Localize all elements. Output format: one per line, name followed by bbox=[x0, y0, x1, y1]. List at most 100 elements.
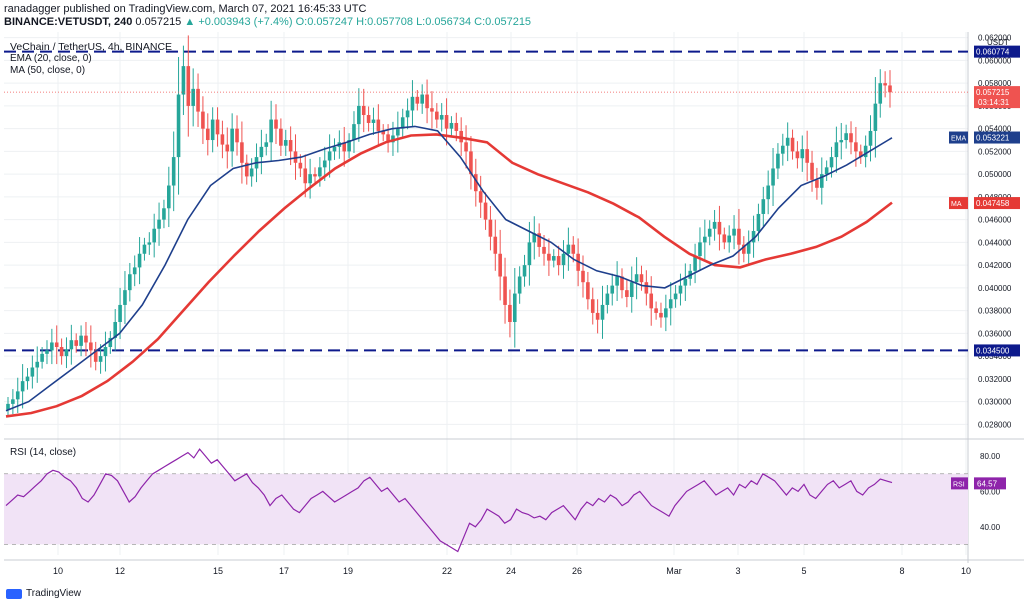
candle-body bbox=[717, 221, 722, 235]
candle-body bbox=[318, 167, 322, 177]
x-tick-label: 10 bbox=[53, 566, 63, 576]
candle-body bbox=[844, 133, 848, 141]
candle-body bbox=[327, 151, 332, 161]
candle-body bbox=[888, 85, 892, 93]
series-value-tag bbox=[974, 197, 1020, 210]
candle-body bbox=[269, 119, 273, 143]
candle-body bbox=[727, 235, 731, 243]
candle-body bbox=[50, 342, 54, 351]
candle-body bbox=[176, 94, 181, 158]
last-price: 0.057215 bbox=[135, 16, 182, 28]
x-tick-label: 5 bbox=[801, 566, 806, 576]
candle-body bbox=[98, 356, 103, 362]
candle-body bbox=[303, 168, 308, 184]
candle-body bbox=[493, 236, 498, 254]
candle-body bbox=[498, 253, 502, 277]
candle-body bbox=[600, 304, 605, 320]
candle-body bbox=[449, 122, 454, 129]
candle-body bbox=[742, 244, 746, 254]
countdown-label: 03:14:31 bbox=[978, 98, 1010, 107]
candle-body bbox=[366, 115, 371, 123]
candle-body bbox=[69, 340, 74, 350]
candle-body bbox=[649, 293, 654, 309]
publisher-line: ranadagger published on TradingView.com,… bbox=[4, 3, 367, 15]
candle-body bbox=[878, 83, 883, 104]
candle-body bbox=[439, 115, 444, 120]
candle-body bbox=[298, 162, 303, 169]
candle-body bbox=[279, 128, 283, 146]
candle-body bbox=[79, 335, 83, 346]
candle-body bbox=[629, 282, 634, 297]
candle-body bbox=[746, 242, 751, 254]
candle-body bbox=[815, 179, 819, 188]
rsi-value-tag-label: 64.57 bbox=[977, 479, 998, 488]
candle-body bbox=[357, 105, 361, 125]
candle-body bbox=[732, 228, 736, 236]
candle-body bbox=[508, 304, 512, 322]
candle-body bbox=[503, 276, 507, 305]
candle-body bbox=[722, 234, 727, 243]
candle-body bbox=[790, 137, 795, 152]
candle-body bbox=[332, 146, 337, 152]
candle-body bbox=[780, 145, 785, 154]
candle-body bbox=[113, 322, 118, 338]
candle-body bbox=[590, 299, 595, 313]
candle-body bbox=[595, 312, 600, 320]
x-tick-label: 17 bbox=[279, 566, 289, 576]
candle-body bbox=[210, 119, 215, 141]
candle-body bbox=[771, 168, 775, 186]
candle-body bbox=[425, 94, 429, 109]
candle-body bbox=[191, 88, 195, 106]
candle-body bbox=[625, 290, 629, 297]
x-tick-label: 3 bbox=[735, 566, 740, 576]
candle-body bbox=[361, 105, 366, 116]
tradingview-logo-icon bbox=[6, 588, 22, 599]
rsi-tick-label: 80.00 bbox=[980, 452, 1001, 461]
candle-body bbox=[839, 140, 844, 143]
candle-body bbox=[605, 293, 610, 305]
candle-body bbox=[15, 391, 20, 400]
candle-body bbox=[342, 142, 347, 152]
candle-body bbox=[240, 142, 244, 163]
symbol-label: BINANCE:VETUSDT, 240 bbox=[4, 16, 133, 28]
candle-body bbox=[654, 308, 658, 313]
x-tick-label: 26 bbox=[572, 566, 582, 576]
candle-body bbox=[152, 228, 156, 243]
candle-body bbox=[659, 312, 663, 318]
candle-body bbox=[868, 130, 873, 146]
candle-body bbox=[883, 83, 887, 86]
y-tick-label: 0.042000 bbox=[978, 261, 1012, 270]
candle-body bbox=[634, 274, 639, 283]
candle-body bbox=[639, 274, 644, 283]
ma-50-line bbox=[5, 133, 893, 418]
ma-legend[interactable]: MA (50, close, 0) bbox=[10, 65, 86, 76]
candle-body bbox=[25, 376, 30, 382]
candle-body bbox=[703, 236, 707, 243]
ema-legend[interactable]: EMA (20, close, 0) bbox=[10, 53, 92, 64]
candle-body bbox=[186, 66, 191, 106]
x-tick-label: 24 bbox=[506, 566, 516, 576]
candle-body bbox=[386, 134, 390, 143]
y-tick-label: 0.058000 bbox=[978, 79, 1012, 88]
candle-body bbox=[834, 142, 839, 158]
candle-body bbox=[322, 160, 327, 168]
series-name-tag bbox=[949, 131, 968, 144]
candle-body bbox=[707, 228, 712, 237]
candle-body bbox=[352, 124, 356, 141]
candle-body bbox=[313, 174, 317, 177]
candle-body bbox=[74, 340, 79, 346]
y-tick-label: 0.040000 bbox=[978, 284, 1012, 293]
level-price-tag bbox=[974, 45, 1020, 58]
candle-body bbox=[235, 128, 239, 143]
rsi-line bbox=[5, 448, 893, 553]
candle-body bbox=[137, 253, 142, 268]
candle-body bbox=[371, 119, 376, 123]
x-tick-label: 22 bbox=[442, 566, 452, 576]
rsi-legend[interactable]: RSI (14, close) bbox=[10, 447, 77, 458]
series-value-tag-label: 0.053221 bbox=[976, 134, 1010, 143]
x-tick-label: 8 bbox=[899, 566, 904, 576]
candle-body bbox=[532, 233, 537, 243]
y-tick-label: 0.062000 bbox=[978, 34, 1012, 43]
candle-body bbox=[415, 96, 420, 104]
